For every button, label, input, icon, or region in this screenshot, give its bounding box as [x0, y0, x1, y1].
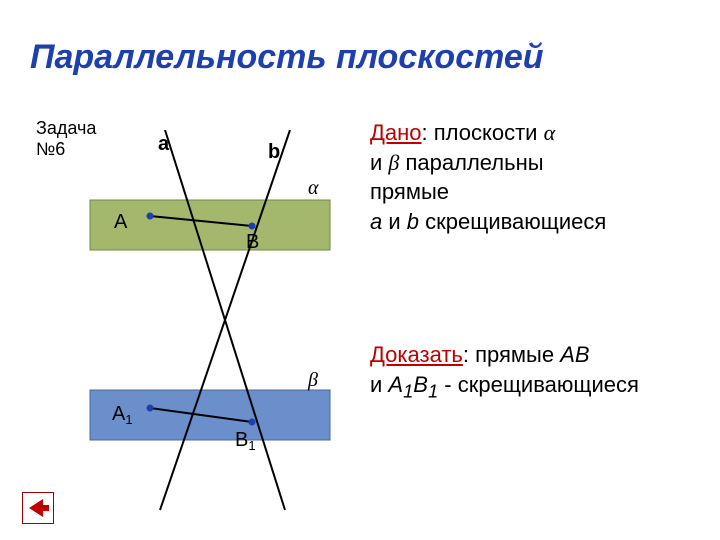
svg-text:a: a — [158, 133, 170, 155]
geometry-diagram: abABA1B1αβ — [80, 130, 340, 530]
given-and: и — [382, 209, 407, 234]
prove-text-1: : прямые — [463, 342, 560, 367]
svg-text:B: B — [246, 231, 259, 253]
prove-B1-sub: 1 — [428, 380, 438, 401]
back-arrow-icon — [23, 493, 53, 523]
prove-B1: B — [413, 372, 428, 397]
prove-text-2: - скрещивающиеся — [438, 372, 639, 397]
back-button[interactable] — [22, 492, 54, 524]
prove-A1: A — [388, 372, 403, 397]
given-a: a — [370, 209, 382, 234]
given-text-2a: и — [370, 150, 388, 175]
given-block: Дано: плоскости α и β параллельны прямые… — [370, 118, 700, 237]
given-text-4b: скрещивающиеся — [419, 209, 606, 234]
given-text-3: прямые — [370, 179, 449, 204]
svg-text:α: α — [308, 177, 319, 199]
prove-and: и — [370, 372, 388, 397]
page-title: Параллельность плоскостей — [30, 38, 710, 77]
prove-block: Доказать: прямые AB и A1B1 - скрещивающи… — [370, 340, 700, 404]
svg-text:β: β — [307, 369, 318, 391]
prove-AB: AB — [560, 342, 589, 367]
svg-text:b: b — [268, 141, 280, 163]
given-b: b — [407, 209, 419, 234]
prove-A1-sub: 1 — [403, 380, 413, 401]
prove-heading: Доказать — [370, 342, 463, 367]
task-line2: №6 — [36, 139, 65, 159]
svg-text:A: A — [114, 211, 128, 233]
alpha-symbol: α — [544, 120, 556, 145]
given-text-1: : плоскости — [422, 120, 544, 145]
given-text-2b: параллельны — [399, 150, 543, 175]
beta-symbol: β — [388, 150, 399, 175]
given-heading: Дано — [370, 120, 422, 145]
